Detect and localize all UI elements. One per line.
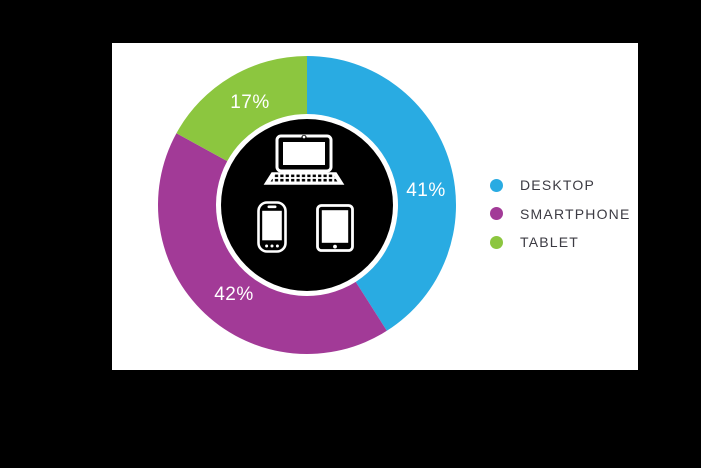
slice-label-smartphone: 42%: [214, 284, 254, 305]
smartphone-legend-dot-icon: [490, 207, 503, 220]
smartphone-icon: [257, 201, 287, 253]
legend-item-smartphone: SMARTPHONE: [490, 206, 631, 222]
tablet-icon: [316, 204, 354, 252]
slice-label-desktop: 41%: [406, 180, 446, 201]
chart-card: 41% 42% 17% DESKTOP SMARTPHONE TABLET: [112, 43, 638, 370]
donut-slices: [158, 56, 457, 355]
legend-label-tablet: TABLET: [520, 234, 580, 250]
legend: DESKTOP SMARTPHONE TABLET: [490, 177, 631, 263]
tablet-legend-dot-icon: [490, 235, 503, 249]
donut-slice-smartphone: [158, 133, 387, 355]
legend-item-desktop: DESKTOP: [490, 177, 631, 193]
legend-label-desktop: DESKTOP: [520, 177, 596, 193]
slice-label-tablet: 17%: [230, 92, 270, 113]
donut-slice-desktop: [307, 56, 457, 331]
legend-label-smartphone: SMARTPHONE: [520, 205, 631, 222]
donut-chart: 41% 42% 17%: [157, 55, 457, 355]
donut-svg: [158, 56, 457, 355]
donut-slice-tablet: [176, 56, 307, 162]
legend-item-tablet: TABLET: [490, 234, 631, 250]
desktop-legend-dot-icon: [490, 178, 503, 192]
laptop-icon: [263, 134, 345, 185]
